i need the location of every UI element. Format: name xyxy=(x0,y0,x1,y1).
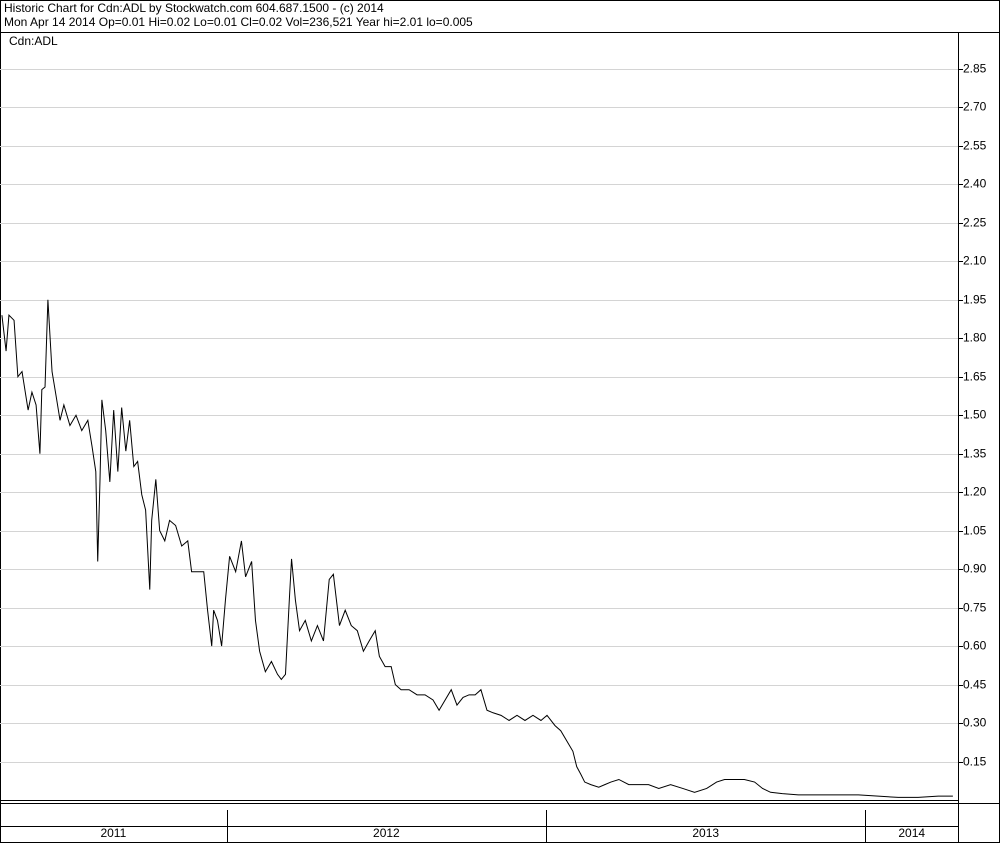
y-tick-label: 0.15 xyxy=(963,755,987,769)
year-label: 2012 xyxy=(373,826,400,840)
y-tick-label: 2.55 xyxy=(963,139,987,153)
y-tick-label: 1.05 xyxy=(963,524,987,538)
y-tick-label: 0.90 xyxy=(963,562,987,576)
y-tick-label: 0.75 xyxy=(963,601,987,615)
y-tick-label: 2.70 xyxy=(963,100,987,114)
y-tick-label: 1.35 xyxy=(963,447,987,461)
y-tick-label: 1.65 xyxy=(963,370,987,384)
y-tick-label: 1.20 xyxy=(963,485,987,499)
series-label: Cdn:ADL xyxy=(9,34,58,48)
chart-subtitle: Mon Apr 14 2014 Op=0.01 Hi=0.02 Lo=0.01 … xyxy=(4,15,473,29)
y-tick-label: 1.80 xyxy=(963,331,987,345)
y-tick-label: 0.60 xyxy=(963,639,987,653)
year-label: 2013 xyxy=(692,826,719,840)
y-tick-label: 0.30 xyxy=(963,716,987,730)
year-label: 2014 xyxy=(898,826,925,840)
y-tick-label: 1.95 xyxy=(963,293,987,307)
price-line xyxy=(1,299,953,798)
y-tick-label: 2.85 xyxy=(963,62,987,76)
y-tick-label: 2.40 xyxy=(963,177,987,191)
y-tick-label: 0.45 xyxy=(963,678,987,692)
chart-title: Historic Chart for Cdn:ADL by Stockwatch… xyxy=(4,1,384,15)
y-tick-label: 2.25 xyxy=(963,216,987,230)
y-tick-label: 1.50 xyxy=(963,408,987,422)
y-tick-label: 2.10 xyxy=(963,254,987,268)
year-label: 2011 xyxy=(100,826,126,840)
